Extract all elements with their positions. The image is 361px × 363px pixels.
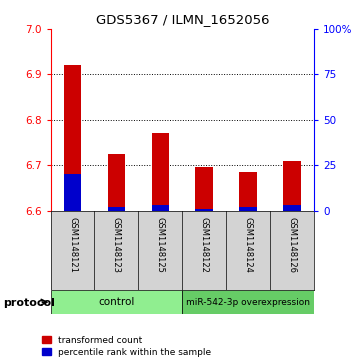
Bar [283,205,301,211]
Bar [64,174,81,211]
Text: control: control [98,297,135,307]
Text: miR-542-3p overexpression: miR-542-3p overexpression [186,298,310,307]
Bar [182,290,314,314]
Text: GSM1148122: GSM1148122 [200,217,209,273]
Legend: transformed count, percentile rank within the sample: transformed count, percentile rank withi… [41,334,213,359]
Text: GSM1148123: GSM1148123 [112,217,121,273]
Bar [108,154,125,211]
Text: protocol: protocol [4,298,56,308]
Title: GDS5367 / ILMN_1652056: GDS5367 / ILMN_1652056 [96,13,269,26]
Bar [239,207,257,211]
Bar [152,134,169,211]
Bar [64,65,81,211]
Text: GSM1148126: GSM1148126 [288,217,297,273]
Text: GSM1148124: GSM1148124 [244,217,253,273]
Text: GSM1148125: GSM1148125 [156,217,165,273]
Bar [152,205,169,211]
Bar [195,209,213,211]
Bar [283,160,301,211]
Bar [195,167,213,211]
Bar [108,207,125,211]
Bar [51,290,182,314]
Bar [239,172,257,211]
Text: GSM1148121: GSM1148121 [68,217,77,273]
